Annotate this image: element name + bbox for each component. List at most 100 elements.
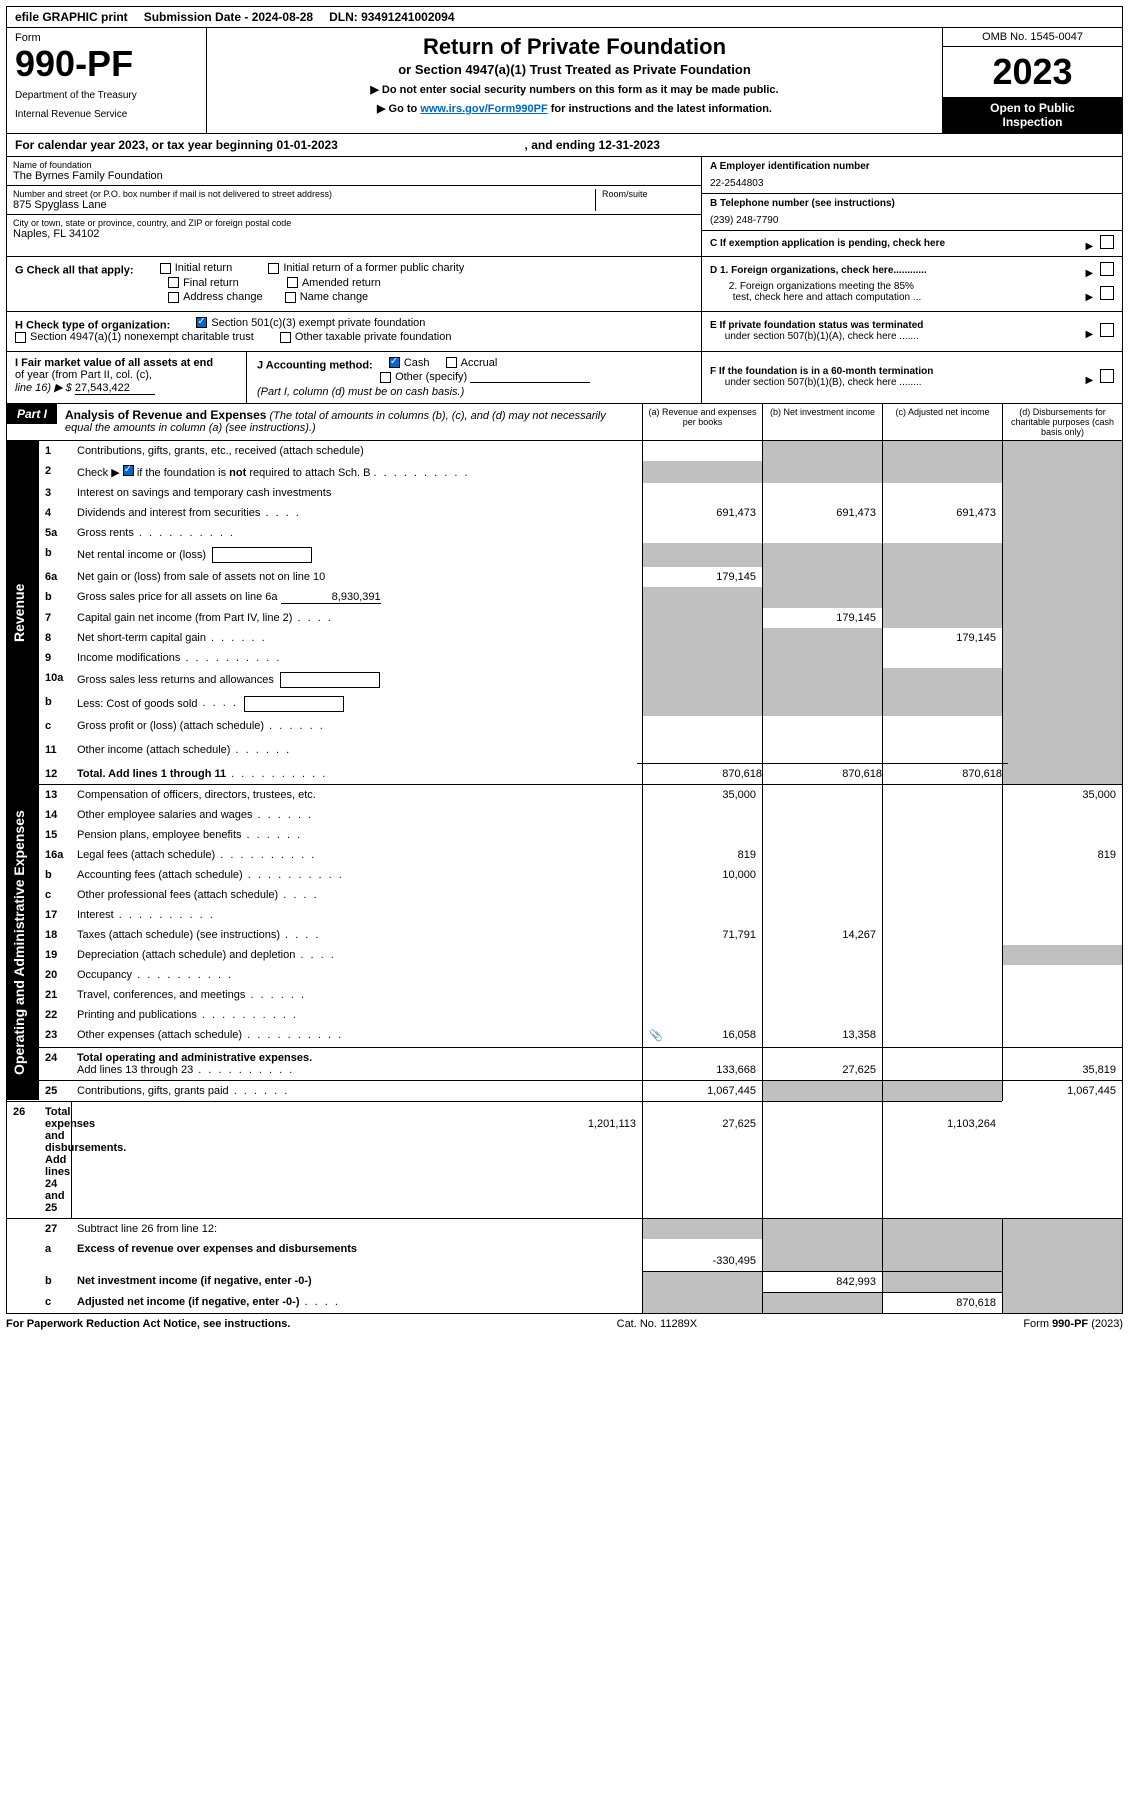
r18-a: 71,791 [642,925,762,945]
r26-d: 1,103,264 [882,1101,1002,1218]
line-23-desc: Other expenses (attach schedule) [71,1025,642,1047]
ein-cell: A Employer identification number 22-2544… [702,157,1122,194]
room-label: Room/suite [602,189,695,199]
check-501c3[interactable]: Section 501(c)(3) exempt private foundat… [196,317,425,329]
check-final[interactable]: Final return [168,277,239,289]
section-ij-f: I Fair market value of all assets at end… [6,352,1123,404]
line-6a-desc: Net gain or (loss) from sale of assets n… [71,567,642,587]
note-link: ▶ Go to www.irs.gov/Form990PF for instru… [219,102,930,115]
r26-b: 27,625 [642,1101,762,1218]
column-headers: (a) Revenue and expenses per books (b) N… [642,404,1122,440]
check-accrual[interactable]: Accrual [446,357,498,369]
r26-a: 1,201,113 [71,1101,642,1218]
efile-label: efile GRAPHIC print [7,7,136,27]
line-26-desc: Total expenses and disbursements. Add li… [39,1101,71,1218]
line-21-desc: Travel, conferences, and meetings [71,985,642,1005]
exemption-cell: C If exemption application is pending, c… [702,231,1122,256]
col-a-header: (a) Revenue and expenses per books [642,404,762,440]
line-18-desc: Taxes (attach schedule) (see instruction… [71,925,642,945]
r24-d: 35,819 [1002,1047,1122,1080]
entity-left: Name of foundation The Byrnes Family Fou… [7,157,702,256]
attachment-icon[interactable]: 📎 [649,1029,663,1043]
form-title: Return of Private Foundation [219,34,930,60]
g-checks: G Check all that apply: Initial return I… [7,257,702,311]
check-amended[interactable]: Amended return [287,277,381,289]
r25-a: 1,067,445 [642,1080,762,1101]
check-name[interactable]: Name change [285,291,369,303]
form-header: Form 990-PF Department of the Treasury I… [6,28,1123,134]
form-number: 990-PF [15,46,198,82]
line-6b-desc: Gross sales price for all assets on line… [71,587,642,608]
col-d-header: (d) Disbursements for charitable purpose… [1002,404,1122,440]
r6b-val: 8,930,391 [281,591,381,604]
r27c-c: 870,618 [882,1292,1002,1313]
header-center: Return of Private Foundation or Section … [207,28,942,133]
line-16b-desc: Accounting fees (attach schedule) [71,865,642,885]
ij-section: I Fair market value of all assets at end… [7,352,702,403]
exemption-check: ▶ [1086,235,1114,252]
d1-check[interactable] [1100,262,1114,276]
line-5a-desc: Gross rents [71,523,642,543]
line-27c-desc: Adjusted net income (if negative, enter … [71,1292,642,1313]
tax-year: 2023 [943,47,1122,97]
line-27a-desc: Excess of revenue over expenses and disb… [71,1239,642,1271]
submission-date: Submission Date - 2024-08-28 [136,7,321,27]
note-ssn: ▶ Do not enter social security numbers o… [219,83,930,96]
f-checkbox[interactable] [1100,369,1114,383]
r24-a: 133,668 [642,1047,762,1080]
check-cash[interactable]: Cash [389,357,430,369]
j-accounting: J Accounting method: Cash Accrual Other … [247,357,693,398]
omb-number: OMB No. 1545-0047 [943,28,1122,47]
fmv-value: 27,543,422 [75,382,155,395]
section-h-e: H Check type of organization: Section 50… [6,312,1123,352]
check-4947[interactable]: Section 4947(a)(1) nonexempt charitable … [15,331,254,343]
header-left: Form 990-PF Department of the Treasury I… [7,28,207,133]
entity-section: Name of foundation The Byrnes Family Fou… [6,157,1123,257]
dept-irs: Internal Revenue Service [15,109,198,120]
d-checks: D 1. Foreign organizations, check here..… [702,257,1122,311]
d2-check[interactable] [1100,286,1114,300]
j-note: (Part I, column (d) must be on cash basi… [257,386,464,398]
col-c-header: (c) Adjusted net income [882,404,1002,440]
line-2-desc: Check ▶ if the foundation is not require… [71,461,642,483]
check-address[interactable]: Address change [168,291,263,303]
footer-left: For Paperwork Reduction Act Notice, see … [6,1318,290,1330]
line-19-desc: Depreciation (attach schedule) and deple… [71,945,642,965]
line-27-desc: Subtract line 26 from line 12: [71,1218,642,1239]
part1-header-row: Part I Analysis of Revenue and Expenses … [6,404,1123,441]
r7-b: 179,145 [762,608,882,628]
footer-mid: Cat. No. 11289X [617,1318,698,1330]
r12-a: 870,618 [637,763,768,784]
line-10a-desc: Gross sales less returns and allowances [71,668,642,692]
phone-value: (239) 248-7790 [710,215,1114,226]
irs-link[interactable]: www.irs.gov/Form990PF [420,103,547,115]
phone-cell: B Telephone number (see instructions) (2… [702,194,1122,231]
line-20-desc: Occupancy [71,965,642,985]
r8-c: 179,145 [882,628,1002,648]
line-3-desc: Interest on savings and temporary cash i… [71,483,642,503]
check-initial[interactable]: Initial return [160,262,232,274]
foundation-name: The Byrnes Family Foundation [13,170,695,182]
year-end: 12-31-2023 [599,138,660,152]
line-4-desc: Dividends and interest from securities [71,503,642,523]
line-9-desc: Income modifications [71,648,642,668]
address-cell: Number and street (or P.O. box number if… [7,186,701,215]
col-b-header: (b) Net investment income [762,404,882,440]
check-other-taxable[interactable]: Other taxable private foundation [280,331,452,343]
check-other-method[interactable]: Other (specify) [380,371,467,383]
check-initial-public[interactable]: Initial return of a former public charit… [268,262,464,274]
h-checks: H Check type of organization: Section 50… [7,312,702,351]
r25-d: 1,067,445 [1002,1080,1122,1101]
r12-b: 870,618 [757,763,888,784]
section-g-d: G Check all that apply: Initial return I… [6,257,1123,312]
top-bar: efile GRAPHIC print Submission Date - 20… [6,6,1123,28]
r4-c: 691,473 [882,503,1002,523]
line-5b-desc: Net rental income or (loss) [71,543,642,567]
r23-b: 13,358 [762,1025,882,1047]
line-8-desc: Net short-term capital gain [71,628,642,648]
line-7-desc: Capital gain net income (from Part IV, l… [71,608,642,628]
header-right: OMB No. 1545-0047 2023 Open to Public In… [942,28,1122,133]
e-checkbox[interactable] [1100,323,1114,337]
check-schB[interactable] [123,465,134,476]
line-22-desc: Printing and publications [71,1005,642,1025]
